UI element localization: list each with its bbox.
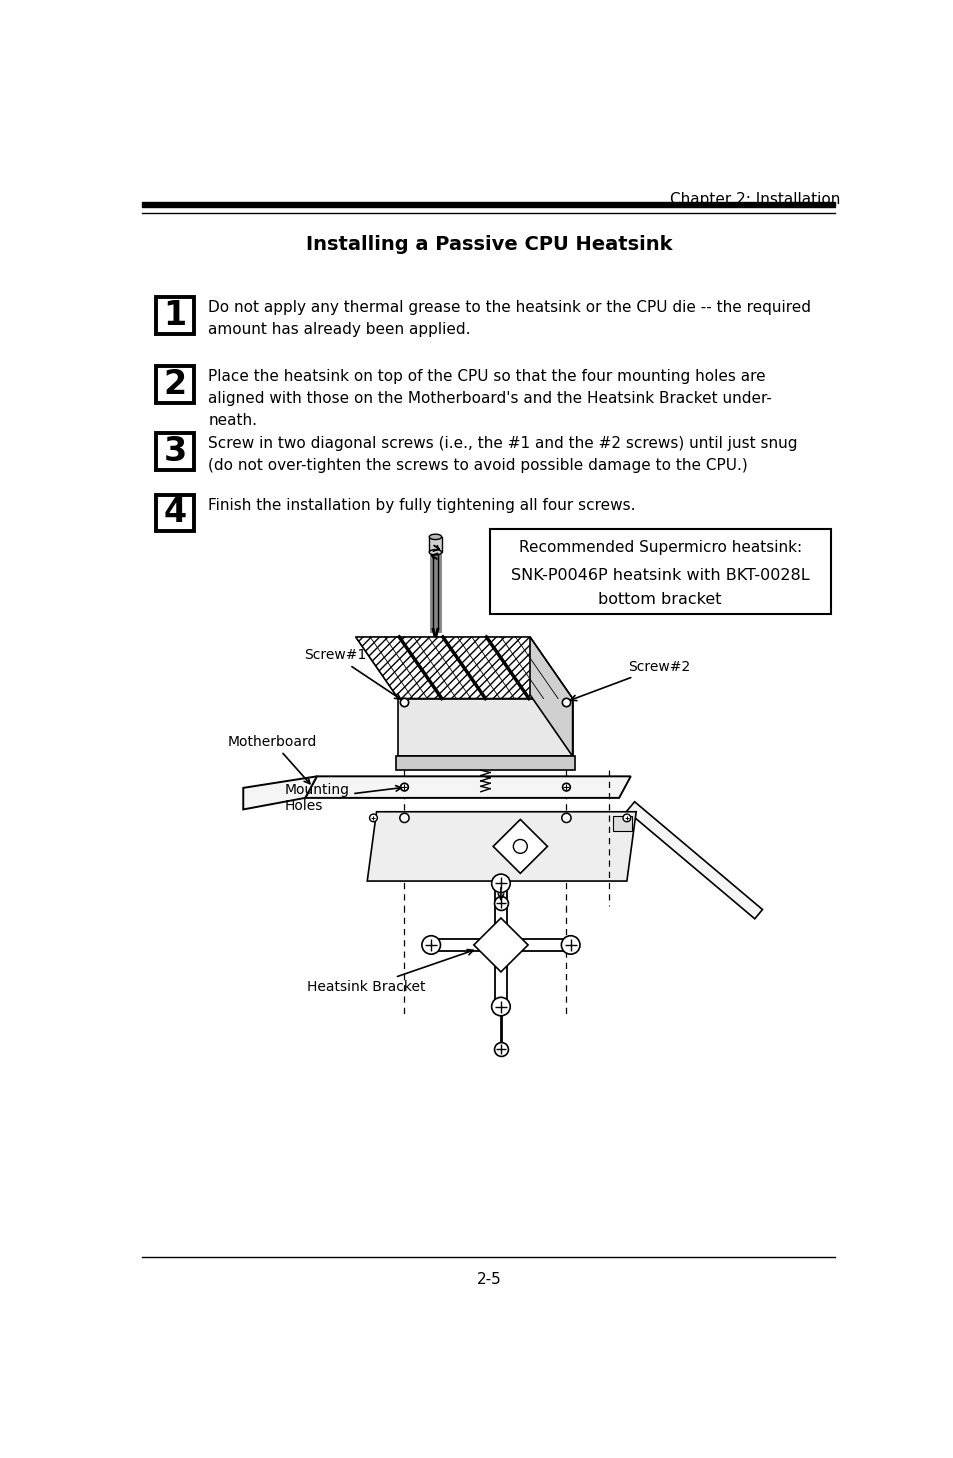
Circle shape <box>400 783 408 790</box>
Bar <box>156 366 193 402</box>
Text: 2-5: 2-5 <box>476 1273 500 1287</box>
Polygon shape <box>530 637 572 757</box>
Text: Mounting
Holes: Mounting Holes <box>284 783 401 814</box>
Text: SNK-P0046P heatsink with BKT-0028L: SNK-P0046P heatsink with BKT-0028L <box>511 567 809 583</box>
Text: 4: 4 <box>163 497 187 529</box>
Polygon shape <box>495 884 507 1006</box>
Bar <box>156 494 193 532</box>
Circle shape <box>560 936 579 954</box>
Polygon shape <box>305 776 630 798</box>
Polygon shape <box>367 812 636 881</box>
Circle shape <box>491 875 510 892</box>
Circle shape <box>561 814 571 822</box>
Polygon shape <box>355 637 572 698</box>
Text: Heatsink Bracket: Heatsink Bracket <box>307 949 473 994</box>
Text: Motherboard: Motherboard <box>228 735 316 783</box>
Bar <box>156 433 193 469</box>
Circle shape <box>399 814 409 822</box>
Polygon shape <box>395 757 575 770</box>
Text: Do not apply any thermal grease to the heatsink or the CPU die -- the required
a: Do not apply any thermal grease to the h… <box>208 300 810 337</box>
Text: Finish the installation by fully tightening all four screws.: Finish the installation by fully tighten… <box>208 497 636 513</box>
Ellipse shape <box>429 550 441 555</box>
Polygon shape <box>397 698 572 757</box>
Circle shape <box>369 814 377 822</box>
Polygon shape <box>493 819 547 873</box>
Text: Place the heatsink on top of the CPU so that the four mounting holes are
aligned: Place the heatsink on top of the CPU so … <box>208 369 771 429</box>
Circle shape <box>421 936 440 954</box>
Circle shape <box>622 814 630 822</box>
Circle shape <box>562 783 570 790</box>
Bar <box>156 296 193 334</box>
Polygon shape <box>429 537 441 553</box>
Circle shape <box>513 840 527 853</box>
Ellipse shape <box>429 534 441 539</box>
Text: 1: 1 <box>163 299 187 331</box>
Bar <box>489 529 830 614</box>
Text: Recommended Supermicro heatsink:: Recommended Supermicro heatsink: <box>518 539 801 555</box>
Text: bottom bracket: bottom bracket <box>598 592 721 608</box>
Text: 3: 3 <box>163 434 187 468</box>
Polygon shape <box>626 802 761 919</box>
Polygon shape <box>243 776 316 809</box>
Text: Screw#1: Screw#1 <box>303 649 400 698</box>
Polygon shape <box>474 919 528 972</box>
Text: Screw#2: Screw#2 <box>570 660 690 701</box>
Text: 2: 2 <box>163 367 187 401</box>
Circle shape <box>491 997 510 1016</box>
Text: Chapter 2: Installation: Chapter 2: Installation <box>669 192 840 207</box>
Text: Installing a Passive CPU Heatsink: Installing a Passive CPU Heatsink <box>305 235 672 254</box>
Text: Screw in two diagonal screws (i.e., the #1 and the #2 screws) until just snug
(d: Screw in two diagonal screws (i.e., the … <box>208 436 797 474</box>
Polygon shape <box>431 939 570 951</box>
Polygon shape <box>612 815 632 831</box>
